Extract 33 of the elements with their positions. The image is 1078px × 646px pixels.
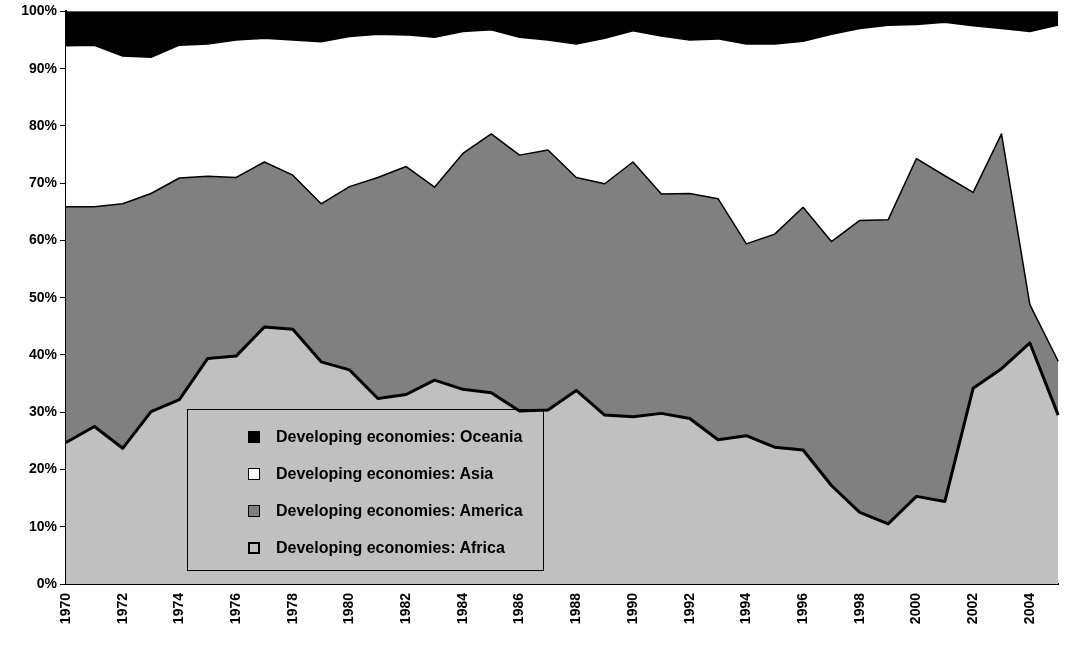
x-tick-label: 2000	[907, 592, 924, 625]
x-tick-label: 2002	[964, 592, 981, 625]
y-tick-label: 50%	[28, 288, 58, 305]
y-tick-label: 90%	[28, 59, 58, 76]
y-tick-label: 20%	[28, 460, 58, 477]
x-tick-label: 1972	[113, 592, 130, 625]
y-tick-label: 0%	[36, 574, 58, 591]
x-tick-label: 1976	[226, 592, 243, 625]
y-tick-label: 40%	[28, 345, 58, 362]
legend-label: Developing economies: Asia	[276, 464, 494, 483]
y-tick-label: 80%	[28, 116, 58, 133]
x-tick-label: 1996	[793, 592, 810, 625]
x-tick-label: 1998	[850, 592, 867, 625]
legend-label: Developing economies: Africa	[276, 538, 505, 557]
x-tick-label: 1994	[737, 592, 754, 625]
x-tick-label: 1988	[567, 592, 584, 625]
legend-label: Developing economies: Oceania	[276, 427, 523, 446]
y-tick-label: 70%	[28, 174, 58, 191]
x-tick-label: 1984	[453, 592, 470, 625]
y-tick-label: 60%	[28, 231, 58, 248]
y-tick-label: 10%	[28, 517, 58, 534]
legend-label: Developing economies: America	[276, 501, 523, 520]
x-tick-label: 1974	[170, 592, 187, 625]
x-tick-label: 1982	[397, 592, 414, 625]
x-tick-label: 2004	[1020, 592, 1037, 625]
x-tick-label: 1990	[623, 592, 640, 625]
x-tick-label: 1992	[680, 592, 697, 625]
x-tick-label: 1978	[283, 592, 300, 625]
x-tick-label: 1980	[340, 592, 357, 625]
y-tick-label: 30%	[28, 403, 58, 420]
x-tick-label: 1986	[510, 592, 527, 625]
y-tick-label: 100%	[21, 2, 58, 19]
x-tick-label: 1970	[56, 592, 73, 625]
